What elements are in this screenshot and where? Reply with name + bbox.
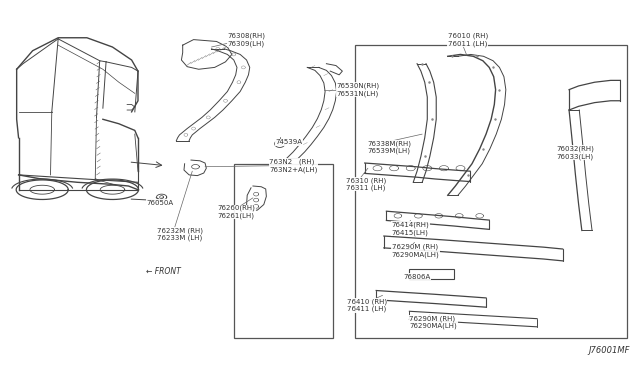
Text: 76010 (RH)
76011 (LH): 76010 (RH) 76011 (LH) [448,33,488,46]
Text: 76260(RH)
76261(LH): 76260(RH) 76261(LH) [218,205,256,219]
Text: 76310 (RH)
76311 (LH): 76310 (RH) 76311 (LH) [346,177,386,191]
Text: J76001MF: J76001MF [588,346,630,355]
Text: 76290M (RH)
76290MA(LH): 76290M (RH) 76290MA(LH) [392,244,439,258]
Text: 763N2   (RH)
763N2+A(LH): 763N2 (RH) 763N2+A(LH) [269,158,317,173]
Bar [234,164,333,338]
Bar [410,269,454,279]
Text: 76232M (RH)
76233M (LH): 76232M (RH) 76233M (LH) [157,227,203,241]
Text: 76050A: 76050A [147,200,173,206]
Bar [355,45,627,338]
Text: 76308(RH)
76309(LH): 76308(RH) 76309(LH) [227,33,266,46]
Text: 76290M (RH)
76290MA(LH): 76290M (RH) 76290MA(LH) [410,315,457,329]
Text: 76414(RH)
76415(LH): 76414(RH) 76415(LH) [392,222,429,235]
Text: 76530N(RH)
76531N(LH): 76530N(RH) 76531N(LH) [336,83,379,97]
Text: ← FRONT: ← FRONT [146,267,181,276]
Text: 76410 (RH)
76411 (LH): 76410 (RH) 76411 (LH) [347,298,387,312]
Text: 74539A: 74539A [275,139,302,145]
Text: 76806A: 76806A [403,274,430,280]
Text: 76338M(RH)
76539M(LH): 76338M(RH) 76539M(LH) [368,140,412,154]
Text: 76032(RH)
76033(LH): 76032(RH) 76033(LH) [556,146,594,160]
